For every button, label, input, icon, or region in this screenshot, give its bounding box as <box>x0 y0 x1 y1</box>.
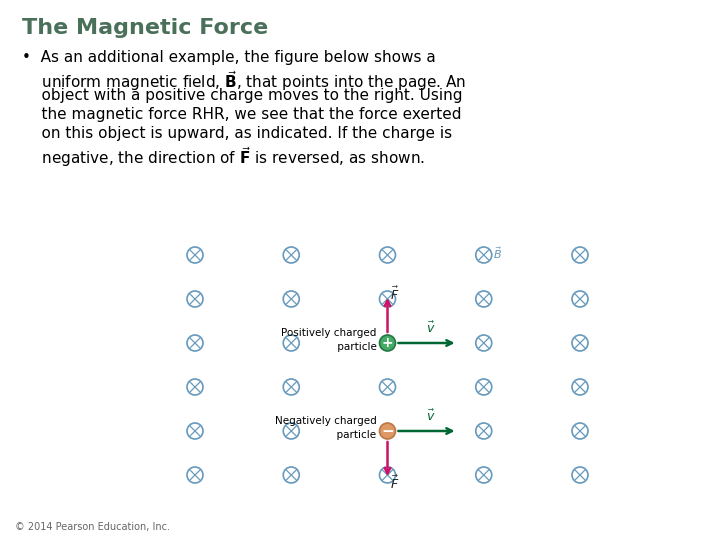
Text: © 2014 Pearson Education, Inc.: © 2014 Pearson Education, Inc. <box>15 522 170 532</box>
Text: object with a positive charge moves to the right. Using: object with a positive charge moves to t… <box>22 88 462 103</box>
Text: $\vec{B}$: $\vec{B}$ <box>492 245 502 261</box>
Text: +: + <box>382 336 393 350</box>
Text: The Magnetic Force: The Magnetic Force <box>22 18 269 38</box>
Text: the magnetic force RHR, we see that the force exerted: the magnetic force RHR, we see that the … <box>22 107 462 122</box>
Text: $\vec{F}$: $\vec{F}$ <box>390 286 400 303</box>
Circle shape <box>379 423 395 439</box>
Text: $\vec{v}$: $\vec{v}$ <box>426 321 436 336</box>
Text: negative, the direction of $\vec{\mathbf{F}}$ is reversed, as shown.: negative, the direction of $\vec{\mathbf… <box>22 145 425 169</box>
Circle shape <box>379 335 395 351</box>
Text: •  As an additional example, the figure below shows a: • As an additional example, the figure b… <box>22 50 436 65</box>
Text: Negatively charged
          particle: Negatively charged particle <box>275 416 377 440</box>
Text: Positively charged
         particle: Positively charged particle <box>281 328 377 352</box>
Text: −: − <box>381 423 394 438</box>
Text: uniform magnetic field, $\vec{\mathbf{B}}$, that points into the page. An: uniform magnetic field, $\vec{\mathbf{B}… <box>22 69 466 93</box>
Text: on this object is upward, as indicated. If the charge is: on this object is upward, as indicated. … <box>22 126 452 141</box>
Text: $\vec{v}$: $\vec{v}$ <box>426 409 436 424</box>
Text: $\vec{F}$: $\vec{F}$ <box>390 475 400 492</box>
